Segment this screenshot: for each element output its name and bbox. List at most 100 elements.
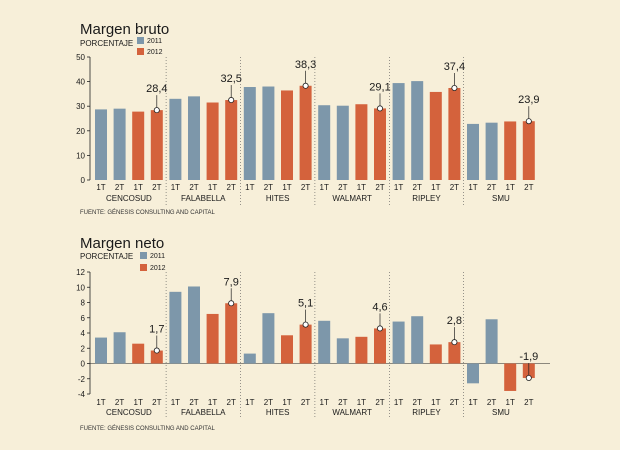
- neto-company-label-cencosud: CENCOSUD: [106, 408, 152, 417]
- bruto-y-tick-label: 20: [76, 127, 85, 136]
- neto-quarter-label: 2T: [487, 398, 496, 407]
- neto-quarter-label: 2T: [524, 398, 533, 407]
- bruto-bar-ripley-2011-1t: [392, 83, 405, 180]
- bruto-y-tick-label: 10: [76, 151, 85, 160]
- neto-annotation-marker: [153, 347, 160, 354]
- neto-quarter-label: 1T: [245, 398, 254, 407]
- bruto-bar-falabella-2011-2t: [188, 96, 200, 180]
- bruto-company-label-walmart: WALMART: [332, 194, 372, 203]
- bruto-y-tick-label: 30: [76, 102, 85, 111]
- neto-annotation-falabella: 7,9: [224, 276, 239, 288]
- bruto-annotation-cencosud: 28,4: [146, 83, 167, 95]
- bruto-bar-smu-2011-1t: [467, 123, 479, 180]
- neto-quarter-label: 2T: [301, 398, 310, 407]
- neto-y-tick-label: -2: [78, 375, 86, 384]
- bruto-bar-cencosud-2012-1t: [132, 111, 145, 180]
- bruto-quarter-label: 2T: [301, 183, 310, 192]
- bruto-quarter-label: 1T: [134, 183, 143, 192]
- bruto-bar-ripley-2012-2t: [448, 87, 461, 180]
- bruto-quarter-label: 1T: [357, 183, 366, 192]
- neto-legend-label-2011: 2011: [150, 253, 165, 260]
- bruto-annotation-marker: [525, 118, 532, 125]
- bruto-quarter-label: 2T: [375, 183, 384, 192]
- bruto-annotation-smu: 23,9: [518, 94, 539, 106]
- bruto-bar-walmart-2011-2t: [336, 105, 349, 180]
- neto-legend-label-2012: 2012: [150, 265, 166, 272]
- bruto-y-tick-label: 50: [76, 53, 85, 62]
- bruto-company-label-hites: HITES: [266, 194, 290, 203]
- bruto-annotation-marker: [376, 105, 383, 112]
- bruto-quarter-label: 2T: [413, 183, 422, 192]
- bruto-quarter-label: 1T: [282, 183, 291, 192]
- bruto-chart-title: Margen bruto: [80, 21, 169, 38]
- neto-company-label-hites: HITES: [266, 408, 290, 417]
- bruto-annotation-walmart: 29,1: [369, 81, 390, 93]
- bruto-bar-hites-2011-1t: [243, 87, 256, 180]
- neto-y-axis-label: PORCENTAJE: [80, 252, 133, 261]
- neto-quarter-label: 2T: [227, 398, 236, 407]
- bruto-bar-smu-2011-2t: [485, 122, 498, 180]
- bruto-annotation-marker: [451, 84, 458, 91]
- bruto-quarter-label: 1T: [394, 183, 403, 192]
- neto-quarter-label: 2T: [189, 398, 198, 407]
- bruto-quarter-label: 1T: [468, 183, 477, 192]
- bruto-company-label-falabella: FALABELLA: [181, 194, 226, 203]
- bruto-quarter-label: 1T: [96, 183, 105, 192]
- neto-quarter-label: 1T: [468, 398, 477, 407]
- neto-company-label-smu: SMU: [492, 408, 510, 417]
- bruto-bar-cencosud-2011-1t: [95, 109, 107, 180]
- neto-bar-ripley-2011-2t: [411, 316, 424, 364]
- neto-bar-ripley-2011-1t: [392, 321, 405, 364]
- neto-y-tick-label: 6: [81, 314, 86, 323]
- neto-bar-falabella-2011-1t: [169, 291, 182, 364]
- bruto-bar-smu-2012-1t: [504, 121, 517, 180]
- bruto-company-label-smu: SMU: [492, 194, 510, 203]
- bruto-legend-label-2011: 2011: [147, 38, 162, 45]
- neto-legend-swatch-2011: [140, 252, 147, 259]
- bruto-company-label-cencosud: CENCOSUD: [106, 194, 152, 203]
- neto-quarter-label: 2T: [152, 398, 161, 407]
- neto-annotation-marker: [302, 321, 309, 328]
- bruto-bar-ripley-2011-2t: [411, 81, 424, 180]
- bruto-bar-cencosud-2011-2t: [113, 108, 126, 180]
- neto-bar-walmart-2012-2t: [374, 328, 386, 364]
- bruto-bar-smu-2012-2t: [522, 121, 535, 180]
- neto-bar-cencosud-2012-1t: [132, 343, 145, 364]
- bruto-bar-cencosud-2012-2t: [150, 110, 163, 180]
- neto-quarter-label: 2T: [338, 398, 347, 407]
- bruto-bar-walmart-2012-2t: [374, 108, 386, 180]
- neto-y-tick-label: 12: [76, 268, 85, 277]
- bruto-quarter-label: 1T: [245, 183, 254, 192]
- neto-annotation-smu: -1,9: [519, 351, 538, 363]
- neto-quarter-label: 1T: [134, 398, 143, 407]
- neto-y-tick-label: 8: [81, 299, 86, 308]
- neto-company-label-falabella: FALABELLA: [181, 408, 226, 417]
- neto-annotation-cencosud: 1,7: [149, 324, 164, 336]
- bruto-bar-falabella-2012-2t: [225, 100, 238, 180]
- neto-annotation-marker: [451, 339, 458, 346]
- bruto-annotation-falabella: 32,5: [220, 73, 241, 85]
- bruto-company-label-ripley: RIPLEY: [412, 194, 441, 203]
- neto-annotation-hites: 5,1: [298, 298, 313, 310]
- bruto-quarter-label: 1T: [208, 183, 217, 192]
- bruto-legend-swatch-2012: [137, 48, 144, 55]
- neto-y-tick-label: 10: [76, 283, 85, 292]
- neto-bar-smu-2011-1t: [467, 363, 479, 384]
- neto-y-tick-label: 2: [81, 344, 86, 353]
- bruto-annotation-marker: [302, 82, 309, 89]
- neto-quarter-label: 1T: [357, 398, 366, 407]
- neto-bar-ripley-2012-1t: [429, 344, 442, 364]
- neto-y-tick-label: 4: [81, 329, 86, 338]
- neto-bar-smu-2012-1t: [504, 363, 517, 391]
- neto-quarter-label: 2T: [375, 398, 384, 407]
- neto-quarter-label: 2T: [264, 398, 273, 407]
- neto-quarter-label: 2T: [450, 398, 459, 407]
- bruto-annotation-marker: [153, 107, 160, 114]
- bruto-quarter-label: 2T: [338, 183, 347, 192]
- bruto-quarter-label: 2T: [189, 183, 198, 192]
- neto-bar-falabella-2012-1t: [206, 313, 219, 364]
- bruto-bar-falabella-2012-1t: [206, 102, 219, 180]
- neto-annotation-walmart: 4,6: [372, 301, 387, 313]
- bruto-y-axis-label: PORCENTAJE: [80, 39, 133, 48]
